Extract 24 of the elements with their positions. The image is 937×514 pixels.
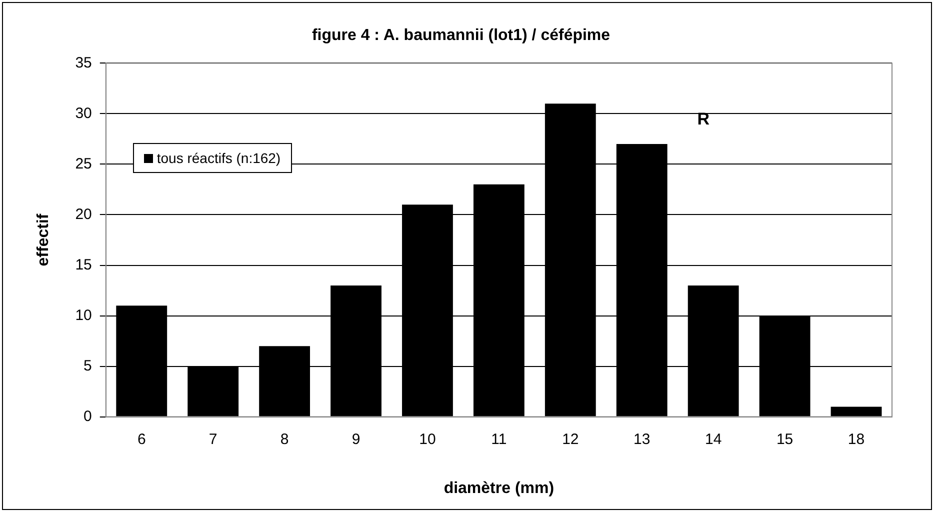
x-tick-label: 7: [208, 430, 218, 448]
x-tick-label: 13: [634, 430, 650, 448]
y-tick-label: 5: [84, 357, 92, 374]
y-tick-label: 35: [75, 54, 92, 72]
y-tick-label: 10: [75, 306, 92, 324]
x-tick-label: 14: [704, 430, 722, 448]
y-tick-label: 30: [75, 104, 92, 122]
x-tick-label: 6: [137, 430, 146, 448]
bar: [830, 406, 882, 416]
x-tick-label: 11: [491, 430, 507, 448]
y-tick-label: 15: [75, 256, 92, 274]
x-tick-label: 18: [848, 430, 865, 448]
chart-title: figure 4 : A. baumannii (lot1) / céfépime: [312, 27, 610, 44]
y-tick-label: 25: [75, 155, 92, 172]
x-axis-title: diamètre (mm): [444, 480, 554, 497]
x-tick-label: 9: [352, 430, 360, 448]
x-tick-label: 15: [776, 430, 794, 448]
x-tick-label: 8: [280, 430, 289, 448]
x-tick-label: 12: [562, 430, 579, 448]
y-tick-label: 20: [75, 206, 92, 223]
y-tick-label: 0: [84, 408, 92, 425]
x-tick-label: 10: [419, 430, 436, 448]
legend-label: tous réactifs (n:162): [156, 150, 281, 166]
y-axis-title: effectif: [35, 213, 52, 266]
